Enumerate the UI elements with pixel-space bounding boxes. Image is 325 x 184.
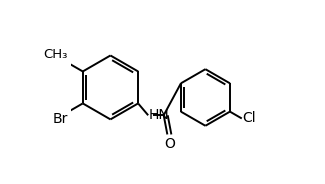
Text: Cl: Cl xyxy=(243,112,256,125)
Text: O: O xyxy=(165,137,176,151)
Text: CH₃: CH₃ xyxy=(43,48,68,61)
Text: HN: HN xyxy=(149,108,169,122)
Text: Br: Br xyxy=(53,112,69,126)
